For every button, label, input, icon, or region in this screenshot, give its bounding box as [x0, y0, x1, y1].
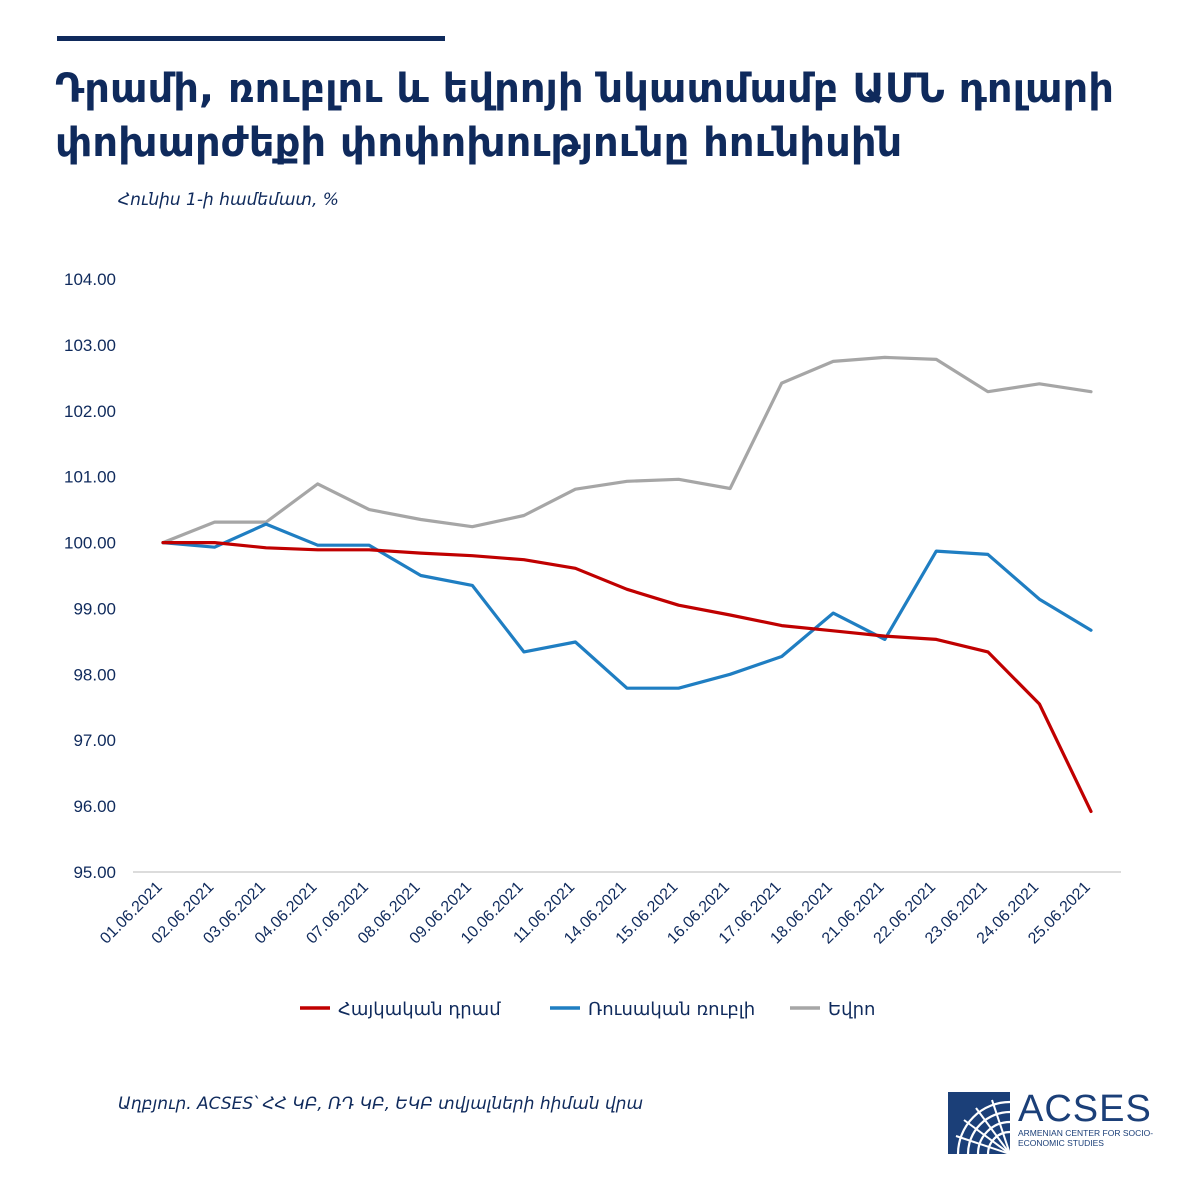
y-tick-label: 96.00 — [73, 797, 116, 816]
x-axis-ticks: 01.06.202102.06.202103.06.202104.06.2021… — [97, 879, 1094, 948]
title-rule — [57, 36, 445, 41]
acses-logo: ACSES ARMENIAN CENTER FOR SOCIO-ECONOMIC… — [948, 1088, 1178, 1158]
y-tick-label: 97.00 — [73, 731, 116, 750]
line-chart: 104.00 103.00 102.00 101.00 100.00 99.00 98.00… — [64, 270, 1121, 1020]
chart-subtitle: Հունիս 1-ի համեմատ, % — [118, 190, 339, 210]
source-note: Աղբյուր. ACSES՝ ՀՀ ԿԲ, ՌԴ ԿԲ, ԵԿԲ տվյալն… — [118, 1094, 644, 1114]
y-tick-label: 98.00 — [73, 665, 116, 684]
legend-label: Հայկական դրամ — [338, 999, 501, 1020]
parliament-logo-icon — [948, 1092, 1010, 1154]
legend-label: Եվրո — [828, 999, 875, 1020]
series-line-0 — [161, 540, 1093, 814]
y-tick-label: 104.00 — [64, 270, 116, 289]
y-tick-label: 102.00 — [64, 402, 116, 421]
series-line-1 — [161, 522, 1093, 690]
y-tick-label: 103.00 — [64, 336, 116, 355]
y-tick-label: 99.00 — [73, 599, 116, 618]
legend-label: Ռուսական ռուբլի — [588, 999, 755, 1020]
y-tick-label: 101.00 — [64, 468, 116, 487]
chart-title: Դրամի, ռուբլու և եվրոյի նկատմամբ ԱՄՆ դոլ… — [55, 66, 1114, 166]
series-line-2 — [161, 355, 1093, 545]
legend: Հայկական դրամ Ռուսական ռուբլի Եվրո — [300, 999, 875, 1020]
y-axis-ticks: 104.00 103.00 102.00 101.00 100.00 99.00 98.00… — [64, 270, 116, 882]
y-tick-label: 100.00 — [64, 534, 116, 553]
y-tick-label: 95.00 — [73, 863, 116, 882]
logo-name: ACSES — [1018, 1088, 1152, 1130]
logo-subtitle: ARMENIAN CENTER FOR SOCIO-ECONOMIC STUDI… — [1018, 1128, 1154, 1148]
series-lines — [161, 355, 1093, 814]
